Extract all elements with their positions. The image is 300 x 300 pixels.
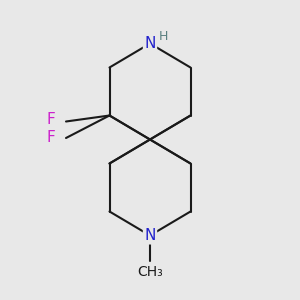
Text: H: H	[158, 29, 168, 43]
Text: F: F	[47, 130, 56, 146]
Text: F: F	[47, 112, 56, 128]
Text: N: N	[144, 228, 156, 243]
Text: N: N	[144, 36, 156, 51]
Text: N: N	[144, 36, 156, 51]
Text: N: N	[144, 228, 156, 243]
Text: CH₃: CH₃	[137, 266, 163, 280]
